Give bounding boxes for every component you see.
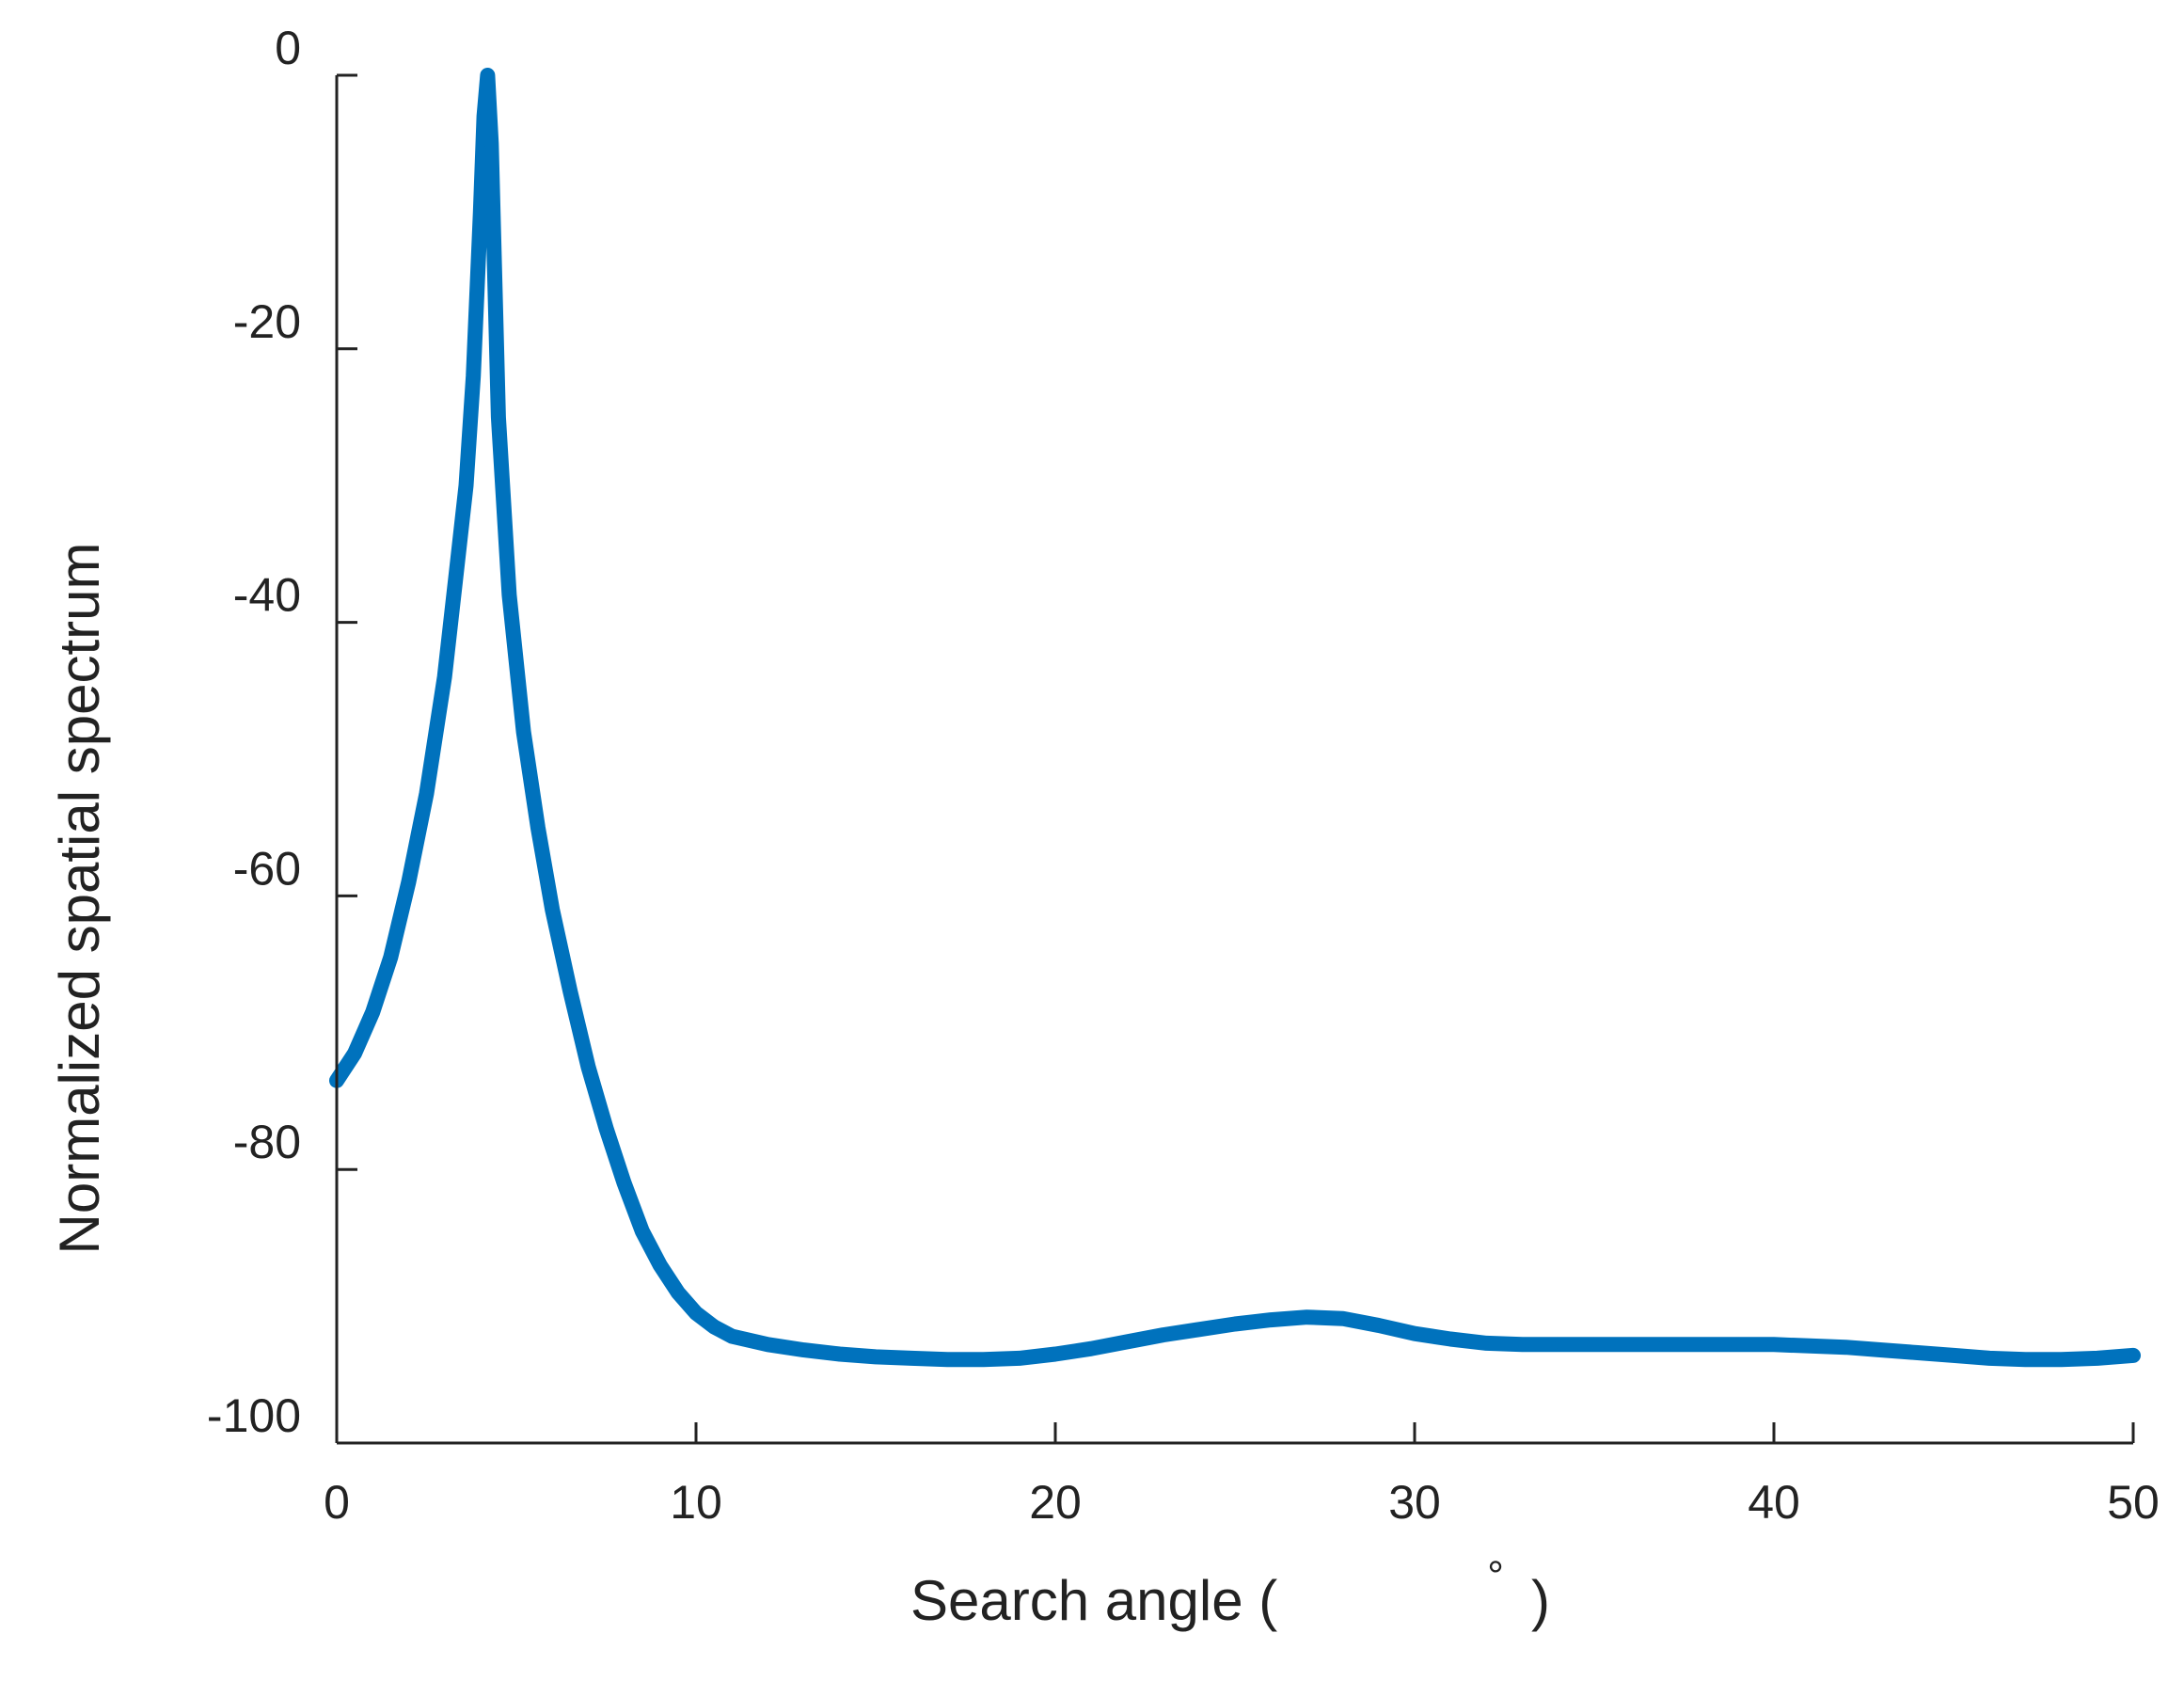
data-point bbox=[1910, 1345, 1925, 1360]
data-point bbox=[466, 369, 481, 384]
data-point bbox=[419, 785, 434, 801]
x-axis-title-close: ) bbox=[1531, 1569, 1550, 1632]
y-tick-label: -80 bbox=[233, 1116, 301, 1168]
data-point bbox=[832, 1347, 847, 1361]
data-point bbox=[1802, 1339, 1817, 1354]
data-point bbox=[904, 1351, 919, 1366]
data-point bbox=[1587, 1337, 1602, 1352]
data-point bbox=[1766, 1337, 1781, 1352]
data-point bbox=[448, 574, 463, 589]
x-tick-label: 10 bbox=[670, 1476, 722, 1529]
y-tick-label: -20 bbox=[233, 295, 301, 348]
data-point bbox=[1551, 1337, 1566, 1352]
data-point bbox=[1048, 1347, 1063, 1361]
data-point bbox=[365, 1005, 380, 1020]
data-point bbox=[599, 1121, 613, 1136]
data-point bbox=[1695, 1337, 1710, 1352]
data-point bbox=[516, 724, 531, 739]
data-point bbox=[1622, 1337, 1638, 1352]
data-point bbox=[671, 1285, 686, 1300]
series-line bbox=[329, 68, 2141, 1368]
data-point bbox=[1336, 1311, 1351, 1326]
data-point bbox=[868, 1349, 883, 1364]
data-point bbox=[760, 1337, 775, 1352]
data-point bbox=[473, 204, 488, 219]
data-point bbox=[1515, 1337, 1530, 1352]
x-tick-label: 50 bbox=[2107, 1476, 2160, 1529]
data-point bbox=[617, 1176, 632, 1191]
data-point bbox=[797, 1342, 812, 1357]
data-point bbox=[1263, 1312, 1278, 1327]
data-point bbox=[437, 670, 452, 685]
plot-area bbox=[329, 68, 2141, 1368]
data-point bbox=[1084, 1341, 1099, 1356]
data-point bbox=[483, 136, 499, 151]
data-point bbox=[1479, 1336, 1494, 1351]
y-tick-label: -40 bbox=[233, 569, 301, 622]
data-point bbox=[2126, 1348, 2141, 1363]
x-tick-label: 30 bbox=[1388, 1476, 1441, 1529]
data-point bbox=[976, 1352, 991, 1367]
data-point bbox=[1012, 1351, 1027, 1366]
data-point bbox=[383, 950, 398, 965]
data-point bbox=[2054, 1352, 2069, 1367]
data-point bbox=[1443, 1332, 1458, 1346]
data-point bbox=[2090, 1351, 2105, 1366]
x-axis-unit: ° bbox=[1487, 1553, 1504, 1599]
data-point bbox=[724, 1329, 739, 1344]
y-axis-ticks: 0 -20 -40 -60 -80 -100 bbox=[207, 22, 357, 1445]
data-point bbox=[940, 1352, 955, 1367]
data-point bbox=[580, 1059, 595, 1074]
data-point bbox=[1299, 1309, 1314, 1324]
y-tick-label: -60 bbox=[233, 842, 301, 895]
data-point bbox=[1192, 1322, 1207, 1337]
data-point bbox=[688, 1306, 704, 1321]
y-tick-label: 0 bbox=[275, 22, 301, 74]
data-point bbox=[653, 1258, 668, 1273]
data-point bbox=[1407, 1326, 1422, 1341]
data-point bbox=[491, 410, 506, 424]
data-point bbox=[635, 1224, 650, 1239]
data-point bbox=[501, 588, 516, 602]
data-point bbox=[480, 68, 495, 83]
data-point bbox=[1946, 1348, 1961, 1363]
data-point bbox=[459, 478, 473, 493]
data-point bbox=[1227, 1317, 1242, 1331]
axes bbox=[335, 75, 2133, 1445]
data-point bbox=[1838, 1340, 1853, 1355]
data-point bbox=[562, 984, 578, 999]
x-axis-ticks: 0 10 20 30 40 50 bbox=[324, 1422, 2160, 1529]
data-point bbox=[1371, 1318, 1386, 1333]
data-point bbox=[1119, 1334, 1134, 1349]
series-markers bbox=[329, 68, 2141, 1367]
data-point bbox=[1731, 1337, 1746, 1352]
data-point bbox=[477, 109, 492, 124]
data-point bbox=[1658, 1337, 1673, 1352]
data-point bbox=[706, 1319, 721, 1334]
data-point bbox=[530, 820, 546, 835]
data-point bbox=[1875, 1342, 1890, 1357]
data-point bbox=[401, 875, 416, 890]
x-tick-label: 40 bbox=[1748, 1476, 1800, 1529]
data-point bbox=[1156, 1327, 1171, 1342]
y-tick-label: -100 bbox=[207, 1389, 301, 1442]
x-tick-label: 0 bbox=[324, 1476, 350, 1529]
data-point bbox=[347, 1046, 362, 1061]
data-point bbox=[2018, 1352, 2033, 1367]
x-tick-label: 20 bbox=[1029, 1476, 1082, 1529]
data-point bbox=[545, 902, 560, 917]
data-point bbox=[1982, 1351, 1997, 1366]
x-axis-title: Search angle ( bbox=[910, 1569, 1277, 1632]
y-axis-title: Normalized spatial spectrum bbox=[48, 543, 111, 1255]
